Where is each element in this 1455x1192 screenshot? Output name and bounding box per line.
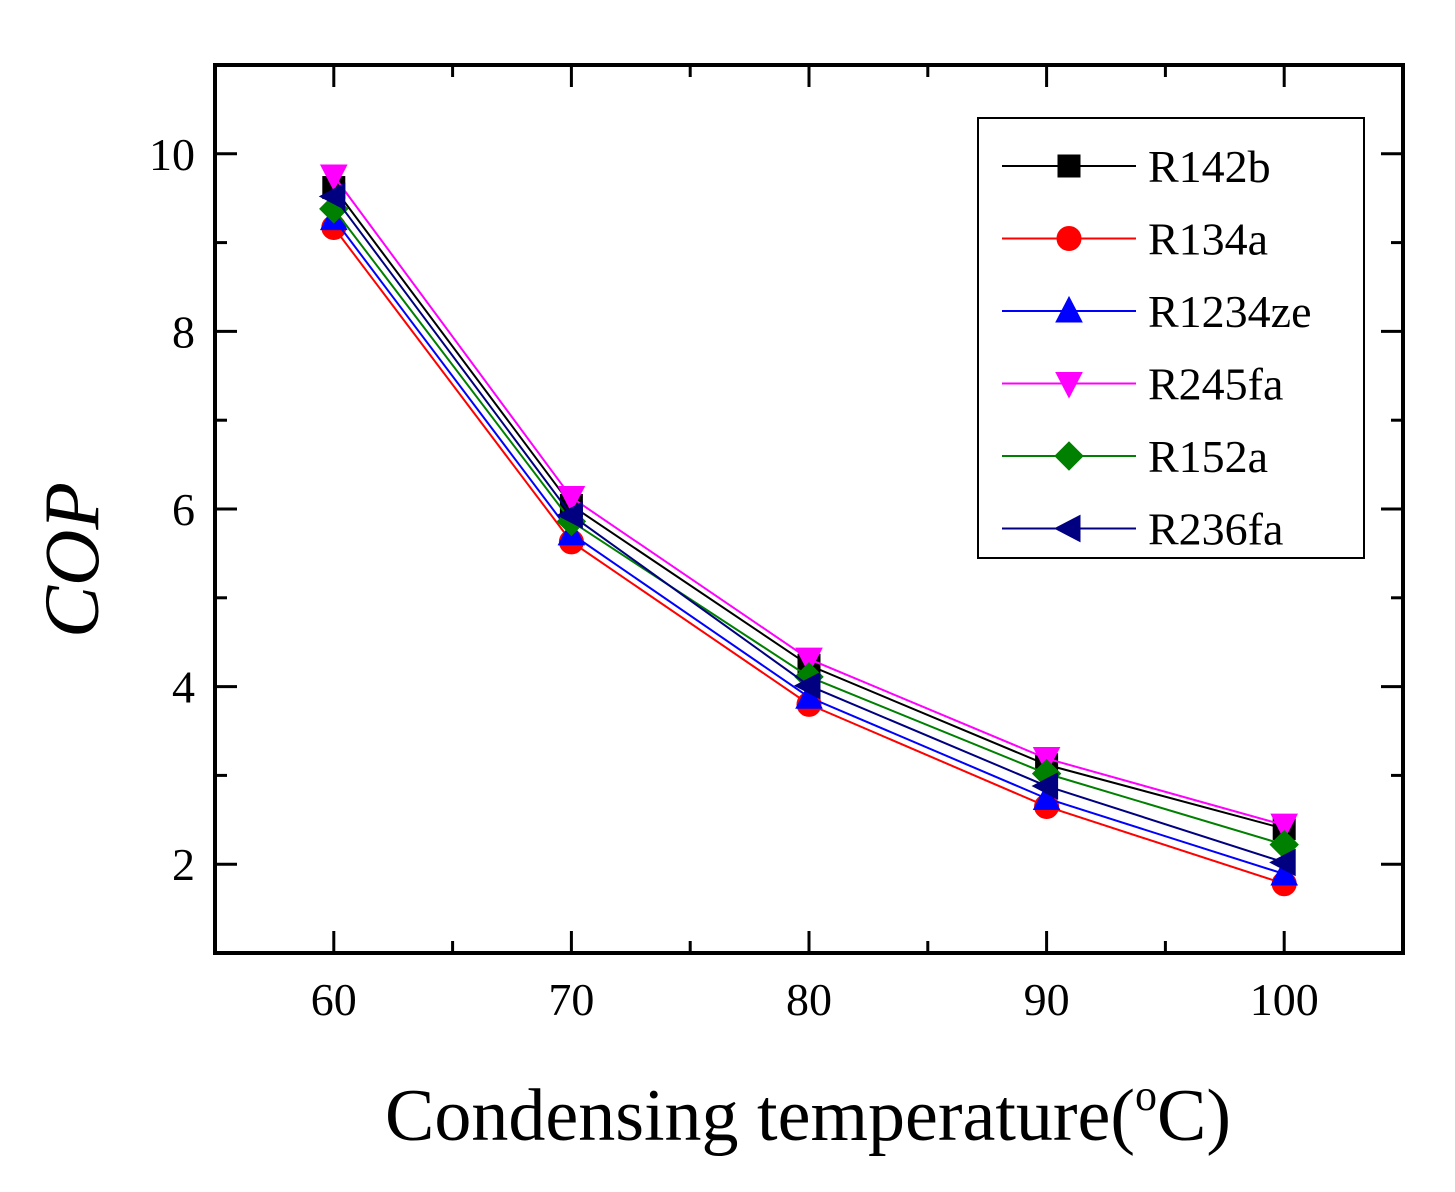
legend-item-R142b: R142b — [1002, 141, 1271, 192]
legend-marker — [1053, 514, 1081, 543]
legend-item-R134a: R134a — [1002, 214, 1268, 265]
legend-label: R1234ze — [1148, 286, 1312, 337]
plot-frame — [213, 63, 1405, 955]
legend-marker — [1056, 226, 1082, 251]
legend-label: R236fa — [1148, 504, 1283, 555]
legend-marker — [1055, 372, 1083, 399]
x-tick-label: 100 — [1250, 974, 1319, 1025]
y-tick-label: 8 — [172, 306, 195, 357]
x-axis-title: Condensing temperature(oC) — [385, 1071, 1231, 1157]
legend-item-R152a: R152a — [1002, 431, 1268, 482]
legend-label: R142b — [1148, 141, 1271, 192]
tick-labels-layer: 60 70 80 90 100 2 4 6 8 10 — [149, 129, 1319, 1025]
data-point-R236fa — [1269, 848, 1296, 877]
x-tick-label: 80 — [786, 974, 832, 1025]
legend: R142b R134a R1234ze R245fa R152a R236fa — [977, 117, 1365, 559]
y-tick-label: 2 — [172, 839, 195, 890]
legend-item-R1234ze: R1234ze — [1002, 286, 1312, 337]
legend-box — [977, 117, 1365, 559]
series-R245fa — [319, 164, 1299, 841]
series-layer — [318, 164, 1299, 897]
legend-marker — [1055, 295, 1083, 323]
y-tick-label: 6 — [172, 484, 195, 535]
legend-item-R245fa: R245fa — [1002, 359, 1283, 410]
x-axis-title-degree: o — [1135, 1071, 1157, 1120]
data-point-R236fa — [1031, 772, 1059, 800]
x-tick-label: 70 — [548, 974, 594, 1025]
x-axis-title-unit: C) — [1157, 1075, 1231, 1157]
data-point-R236fa — [318, 182, 346, 211]
x-axis-title-main: Condensing temperature( — [385, 1075, 1135, 1157]
x-tick-label: 90 — [1024, 974, 1070, 1025]
y-axis-title: COP — [28, 482, 115, 638]
legend-label: R245fa — [1148, 359, 1283, 410]
data-point-R245fa — [795, 647, 823, 675]
x-tick-label: 60 — [311, 974, 357, 1025]
data-point-R236fa — [556, 501, 583, 530]
data-point-R245fa — [1270, 813, 1299, 841]
series-R236fa — [318, 182, 1296, 877]
data-point-R245fa — [319, 164, 348, 192]
legend-item-R236fa: R236fa — [1002, 504, 1283, 555]
legend-marker — [1057, 154, 1081, 178]
y-tick-label: 10 — [149, 129, 195, 180]
legend-label: R152a — [1148, 431, 1268, 482]
y-tick-label: 4 — [172, 662, 195, 713]
data-point-R245fa — [557, 485, 586, 513]
legend-marker — [1054, 441, 1084, 471]
data-point-R236fa — [793, 671, 821, 700]
legend-label: R134a — [1148, 214, 1268, 265]
